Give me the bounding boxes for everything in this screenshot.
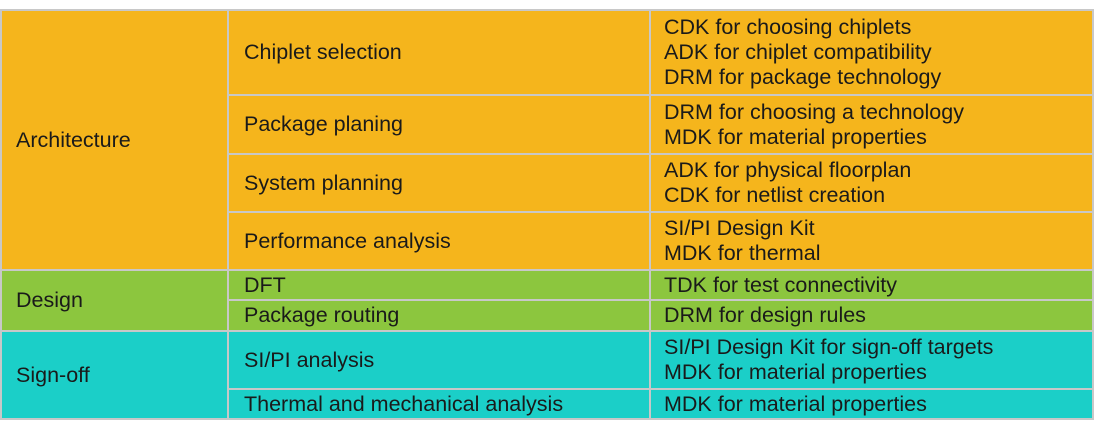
design-kit-table: Architecture Chiplet selection CDK for c… xyxy=(0,9,1094,420)
kit-item: DRM for choosing a technology xyxy=(664,99,964,124)
kits-cell: CDK for choosing chiplets ADK for chiple… xyxy=(649,9,1094,96)
kit-item: MDK for material properties xyxy=(664,360,927,384)
table-row: Package planing DRM for choosing a techn… xyxy=(1,94,1094,155)
group-cell-architecture: Architecture xyxy=(0,9,229,271)
table-row: System planning ADK for physical floorpl… xyxy=(1,153,1094,213)
step-cell: SI/PI analysis xyxy=(227,330,651,390)
kit-item: MDK for material properties xyxy=(664,391,927,416)
kit-item: CDK for choosing chiplets xyxy=(664,15,912,39)
table-row: Design DFT TDK for test connectivity xyxy=(0,269,1094,332)
kit-item: DRM for design rules xyxy=(664,303,866,327)
kits-cell: MDK for material properties xyxy=(649,388,1094,420)
step-cell: Chiplet selection xyxy=(227,9,651,96)
table-row: Performance analysis SI/PI Design Kit MD… xyxy=(1,211,1094,271)
kits-cell: DRM for choosing a technology MDK for ma… xyxy=(649,94,1094,155)
kit-item: DRM for package technology xyxy=(664,65,942,89)
group-cell-sign-off: Sign-off xyxy=(0,330,229,420)
step-cell: System planning xyxy=(227,153,651,213)
kit-item: SI/PI Design Kit xyxy=(664,216,815,240)
kits-cell: TDK for test connectivity xyxy=(649,269,1094,301)
step-cell: DFT xyxy=(227,269,651,301)
kit-item: CDK for netlist creation xyxy=(664,183,886,207)
kit-item: SI/PI Design Kit for sign-off targets xyxy=(664,335,994,359)
kit-item: ADK for chiplet compatibility xyxy=(664,40,932,64)
kits-cell: SI/PI Design Kit MDK for thermal xyxy=(649,211,1094,271)
kits-cell: SI/PI Design Kit for sign-off targets MD… xyxy=(649,330,1094,390)
kit-item: MDK for thermal xyxy=(664,241,821,265)
table-row: Architecture Chiplet selection CDK for c… xyxy=(0,9,1094,271)
kits-cell: DRM for design rules xyxy=(649,299,1094,332)
table-row: Package routing DRM for design rules xyxy=(1,299,1094,332)
step-cell: Thermal and mechanical analysis xyxy=(227,388,651,420)
step-cell: Performance analysis xyxy=(227,211,651,271)
kits-cell: ADK for physical floorplan CDK for netli… xyxy=(649,153,1094,213)
step-cell: Package routing xyxy=(227,299,651,332)
table-row: Sign-off SI/PI analysis SI/PI Design Kit… xyxy=(0,330,1094,420)
step-cell: Package planing xyxy=(227,94,651,155)
kit-item: ADK for physical floorplan xyxy=(664,158,912,182)
kit-item: MDK for material properties xyxy=(664,124,927,149)
group-cell-design: Design xyxy=(0,269,229,332)
kit-item: TDK for test connectivity xyxy=(664,272,897,297)
table-row: Thermal and mechanical analysis MDK for … xyxy=(1,388,1094,420)
